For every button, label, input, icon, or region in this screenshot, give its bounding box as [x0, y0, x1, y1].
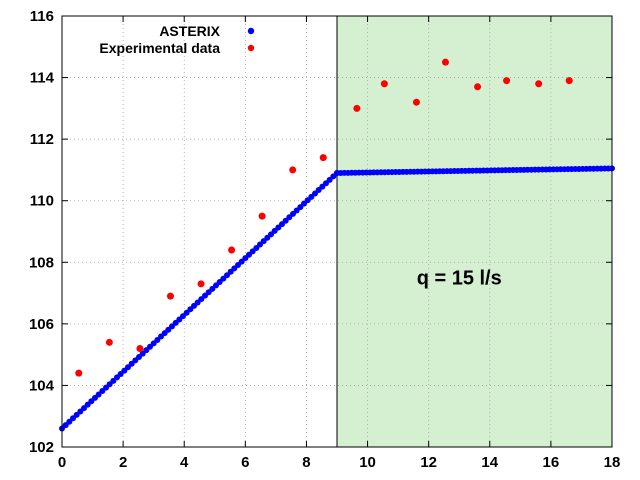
- x-tick-label: 18: [604, 454, 621, 471]
- legend-entry-asterix: ASTERIX: [159, 23, 255, 39]
- experimental-point: [228, 246, 236, 254]
- y-tick-label: 110: [30, 193, 54, 210]
- experimental-point: [353, 104, 361, 112]
- x-tick-label: 10: [359, 454, 376, 471]
- y-tick-label: 102: [29, 439, 54, 456]
- experimental-point: [105, 338, 113, 346]
- x-tick-label: 6: [241, 454, 249, 471]
- legend-marker: [247, 44, 255, 52]
- tick-layer: 0 2 4 6 8 10 12 14 16 18 102 104 106 108 110 112 114 116: [29, 8, 620, 471]
- experimental-point: [319, 154, 327, 162]
- legend-label: Experimental data: [99, 40, 220, 56]
- experimental-point: [565, 77, 573, 85]
- experimental-point: [380, 80, 388, 88]
- y-tick-label: 108: [29, 254, 54, 271]
- experimental-point: [441, 58, 449, 66]
- legend-entry-experimental: Experimental data: [99, 40, 255, 56]
- x-tick-label: 2: [119, 454, 127, 471]
- experimental-point: [258, 212, 266, 220]
- y-tick-label: 112: [30, 131, 54, 148]
- experimental-point: [136, 344, 144, 352]
- plot-frame: [61, 15, 613, 448]
- x-tick-label: 16: [543, 454, 560, 471]
- x-tick-label: 4: [180, 454, 189, 471]
- x-tick-label: 12: [420, 454, 437, 471]
- y-tick-label: 104: [29, 377, 55, 394]
- x-tick-label: 14: [481, 454, 498, 471]
- y-tick-label: 114: [30, 70, 55, 87]
- y-tick-label: 116: [30, 8, 54, 25]
- x-tick-label: 0: [58, 454, 66, 471]
- legend-label: ASTERIX: [159, 23, 220, 39]
- y-tick-label: 106: [29, 316, 54, 333]
- experimental-point: [474, 83, 482, 91]
- experimental-point: [197, 280, 205, 288]
- legend-marker: [247, 27, 255, 35]
- data-layer: [59, 58, 615, 432]
- annotation-label: q = 15 l/s: [417, 268, 502, 290]
- x-tick-label: 8: [302, 454, 310, 471]
- experimental-point: [535, 80, 543, 88]
- experimental-point: [412, 98, 420, 106]
- experimental-point: [289, 166, 297, 174]
- experimental-point: [503, 77, 511, 85]
- experimental-point: [75, 369, 83, 377]
- experimental-point: [166, 292, 174, 300]
